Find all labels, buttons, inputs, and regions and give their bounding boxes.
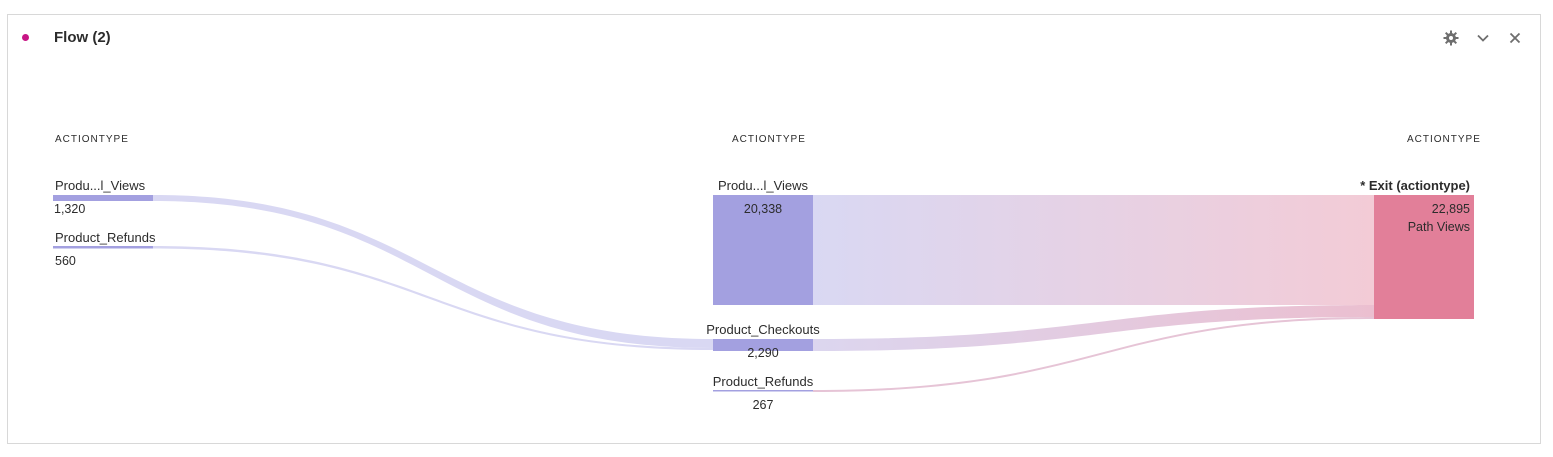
flow-link-left-refunds-to-checkouts[interactable] (153, 246, 713, 350)
node-mid-product-views[interactable] (713, 195, 813, 305)
node-value-exit: 22,895 (1431, 202, 1470, 216)
chevron-down-icon[interactable] (1474, 29, 1492, 47)
node-label-left-product-refunds: Product_Refunds (55, 230, 156, 245)
node-value-mid-product-refunds: 267 (752, 398, 774, 412)
column-header-right: ACTIONTYPE (1407, 134, 1481, 145)
node-mid-product-checkouts[interactable] (713, 339, 813, 351)
gear-icon[interactable] (1442, 29, 1460, 47)
node-sublabel-exit: Path Views (1407, 220, 1470, 234)
column-header-left: ACTIONTYPE (55, 134, 129, 145)
node-label-exit: * Exit (actiontype) (1360, 178, 1470, 193)
node-exit[interactable] (1374, 195, 1474, 319)
node-label-left-product-views: Produ...l_Views (55, 178, 146, 193)
panel-toolbar (1442, 29, 1524, 47)
node-value-mid-product-views: 20,338 (743, 202, 783, 216)
node-value-left-product-refunds: 560 (55, 254, 76, 268)
node-left-product-refunds[interactable] (53, 246, 153, 249)
node-label-mid-product-checkouts: Product_Checkouts (706, 322, 820, 337)
column-header-middle: ACTIONTYPE (732, 134, 806, 145)
close-icon[interactable] (1506, 29, 1524, 47)
node-left-product-views[interactable] (53, 195, 153, 201)
panel-color-dot (22, 34, 29, 41)
flow-link-mid-checkouts-to-exit[interactable] (813, 305, 1374, 351)
flow-link-left-views-to-checkouts[interactable] (153, 195, 713, 348)
node-mid-product-refunds[interactable] (713, 390, 813, 392)
flow-link-mid-views-to-exit[interactable] (813, 195, 1374, 305)
node-label-mid-product-refunds: Product_Refunds (712, 374, 814, 389)
node-value-mid-product-checkouts: 2,290 (747, 346, 779, 360)
panel-title: Flow (2) (54, 29, 111, 46)
node-value-left-product-views: 1,320 (54, 202, 86, 216)
node-label-mid-product-views: Produ...l_Views (717, 178, 809, 193)
